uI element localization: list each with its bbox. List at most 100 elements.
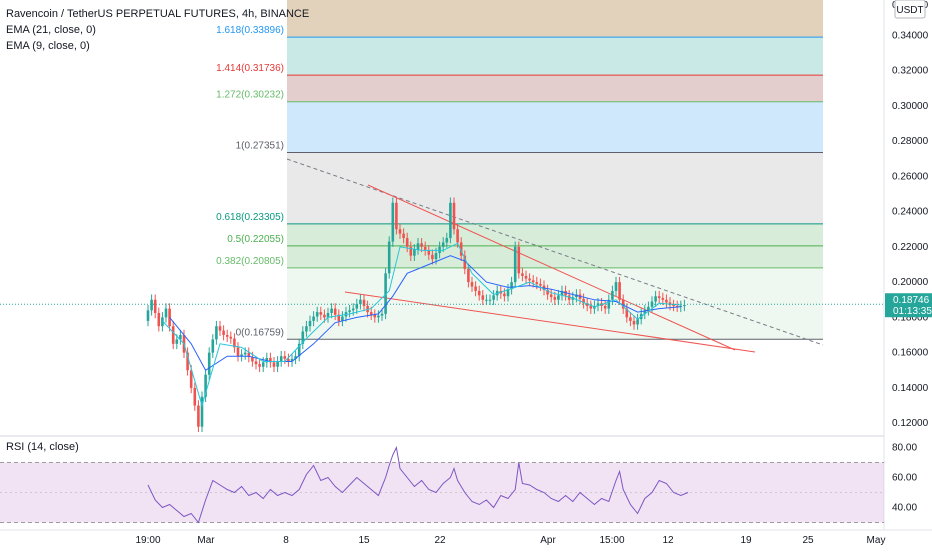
candle-body[interactable]	[168, 308, 171, 327]
candle-body[interactable]	[621, 299, 625, 309]
candle-body[interactable]	[161, 317, 164, 327]
candle-body[interactable]	[359, 299, 362, 305]
candle-body[interactable]	[625, 308, 629, 318]
ema21-legend[interactable]: EMA (21, close, 0)	[6, 24, 96, 36]
currency-badge[interactable]	[894, 0, 926, 19]
candle-body[interactable]	[654, 296, 657, 302]
candle-body[interactable]	[362, 299, 366, 306]
candle-body[interactable]	[218, 326, 222, 331]
candle-body[interactable]	[477, 290, 481, 296]
candle-body[interactable]	[636, 319, 639, 325]
rsi-legend[interactable]: RSI (14, close)	[6, 441, 79, 453]
candle-body[interactable]	[402, 233, 405, 239]
candle-body[interactable]	[416, 243, 420, 250]
candle-body[interactable]	[157, 312, 161, 327]
candle-body[interactable]	[467, 268, 470, 283]
candle-body[interactable]	[312, 316, 315, 321]
candle-body[interactable]	[146, 310, 150, 321]
candle-body[interactable]	[153, 299, 157, 313]
candle-body[interactable]	[337, 314, 341, 321]
candle-body[interactable]	[481, 295, 485, 300]
candle-body[interactable]	[553, 297, 557, 300]
candle-body[interactable]	[531, 280, 535, 283]
candle-body[interactable]	[377, 315, 380, 318]
candle-body[interactable]	[517, 246, 521, 274]
candle-body[interactable]	[657, 296, 661, 298]
candle-body[interactable]	[449, 202, 452, 239]
candle-body[interactable]	[423, 246, 427, 251]
candle-body[interactable]	[413, 249, 416, 256]
candle-body[interactable]	[643, 310, 647, 314]
candle-body[interactable]	[683, 305, 686, 307]
candle-body[interactable]	[398, 229, 402, 234]
wedge-lower-line[interactable]	[344, 291, 756, 353]
candle-body[interactable]	[585, 303, 589, 306]
candle-body[interactable]	[485, 299, 488, 301]
wedge-upper-line[interactable]	[367, 184, 736, 351]
candle-body[interactable]	[247, 352, 251, 358]
candle-body[interactable]	[560, 290, 564, 296]
candle-body[interactable]	[528, 278, 531, 281]
candle-body[interactable]	[222, 330, 225, 336]
candle-body[interactable]	[236, 347, 240, 357]
candle-body[interactable]	[283, 356, 287, 359]
symbol-title[interactable]: Ravencoin / TetherUS PERPETUAL FUTURES, …	[6, 8, 310, 20]
candle-body[interactable]	[254, 361, 258, 365]
candle-body[interactable]	[647, 306, 650, 311]
candle-body[interactable]	[355, 304, 359, 309]
candle-body[interactable]	[513, 246, 517, 283]
candle-body[interactable]	[272, 362, 276, 367]
candle-body[interactable]	[179, 335, 182, 340]
candle-body[interactable]	[243, 352, 247, 355]
candle-body[interactable]	[204, 374, 207, 397]
candle-body[interactable]	[276, 361, 279, 367]
candle-body[interactable]	[225, 335, 229, 337]
candle-body[interactable]	[611, 290, 614, 300]
candle-body[interactable]	[308, 320, 312, 327]
candle-body[interactable]	[582, 298, 585, 304]
candle-body[interactable]	[557, 295, 560, 300]
candle-body[interactable]	[150, 299, 153, 311]
candle-body[interactable]	[441, 242, 445, 247]
candle-body[interactable]	[452, 202, 456, 230]
candle-body[interactable]	[607, 299, 611, 309]
candle-body[interactable]	[614, 282, 618, 291]
candle-body[interactable]	[240, 354, 243, 357]
candle-body[interactable]	[521, 273, 524, 276]
candle-body[interactable]	[665, 299, 668, 303]
candle-body[interactable]	[488, 299, 492, 301]
candle-body[interactable]	[456, 229, 459, 243]
candle-body[interactable]	[384, 273, 387, 314]
candle-body[interactable]	[672, 305, 675, 307]
ema9-line[interactable]	[162, 242, 681, 408]
candle-body[interactable]	[405, 238, 409, 247]
candle-body[interactable]	[186, 352, 189, 371]
candle-body[interactable]	[603, 305, 607, 309]
candle-body[interactable]	[164, 308, 168, 318]
candle-body[interactable]	[197, 405, 200, 427]
rsi-line[interactable]	[147, 445, 689, 524]
candle-body[interactable]	[258, 364, 261, 367]
candle-body[interactable]	[420, 243, 423, 247]
candle-body[interactable]	[326, 312, 330, 318]
candle-body[interactable]	[409, 246, 413, 256]
candle-body[interactable]	[503, 293, 506, 297]
candle-body[interactable]	[492, 295, 495, 300]
candle-body[interactable]	[305, 326, 308, 332]
candle-body[interactable]	[251, 357, 254, 362]
candle-body[interactable]	[294, 356, 297, 359]
candle-body[interactable]	[434, 253, 438, 260]
candle-body[interactable]	[189, 370, 193, 388]
candle-body[interactable]	[175, 339, 179, 344]
candle-body[interactable]	[549, 294, 553, 298]
candle-body[interactable]	[333, 308, 337, 315]
candle-body[interactable]	[301, 331, 305, 344]
candle-body[interactable]	[589, 305, 593, 309]
candle-body[interactable]	[279, 356, 283, 362]
candle-body[interactable]	[315, 312, 319, 317]
candle-body[interactable]	[474, 286, 477, 291]
candle-body[interactable]	[539, 283, 542, 286]
candle-body[interactable]	[233, 338, 236, 348]
candle-body[interactable]	[380, 313, 384, 316]
